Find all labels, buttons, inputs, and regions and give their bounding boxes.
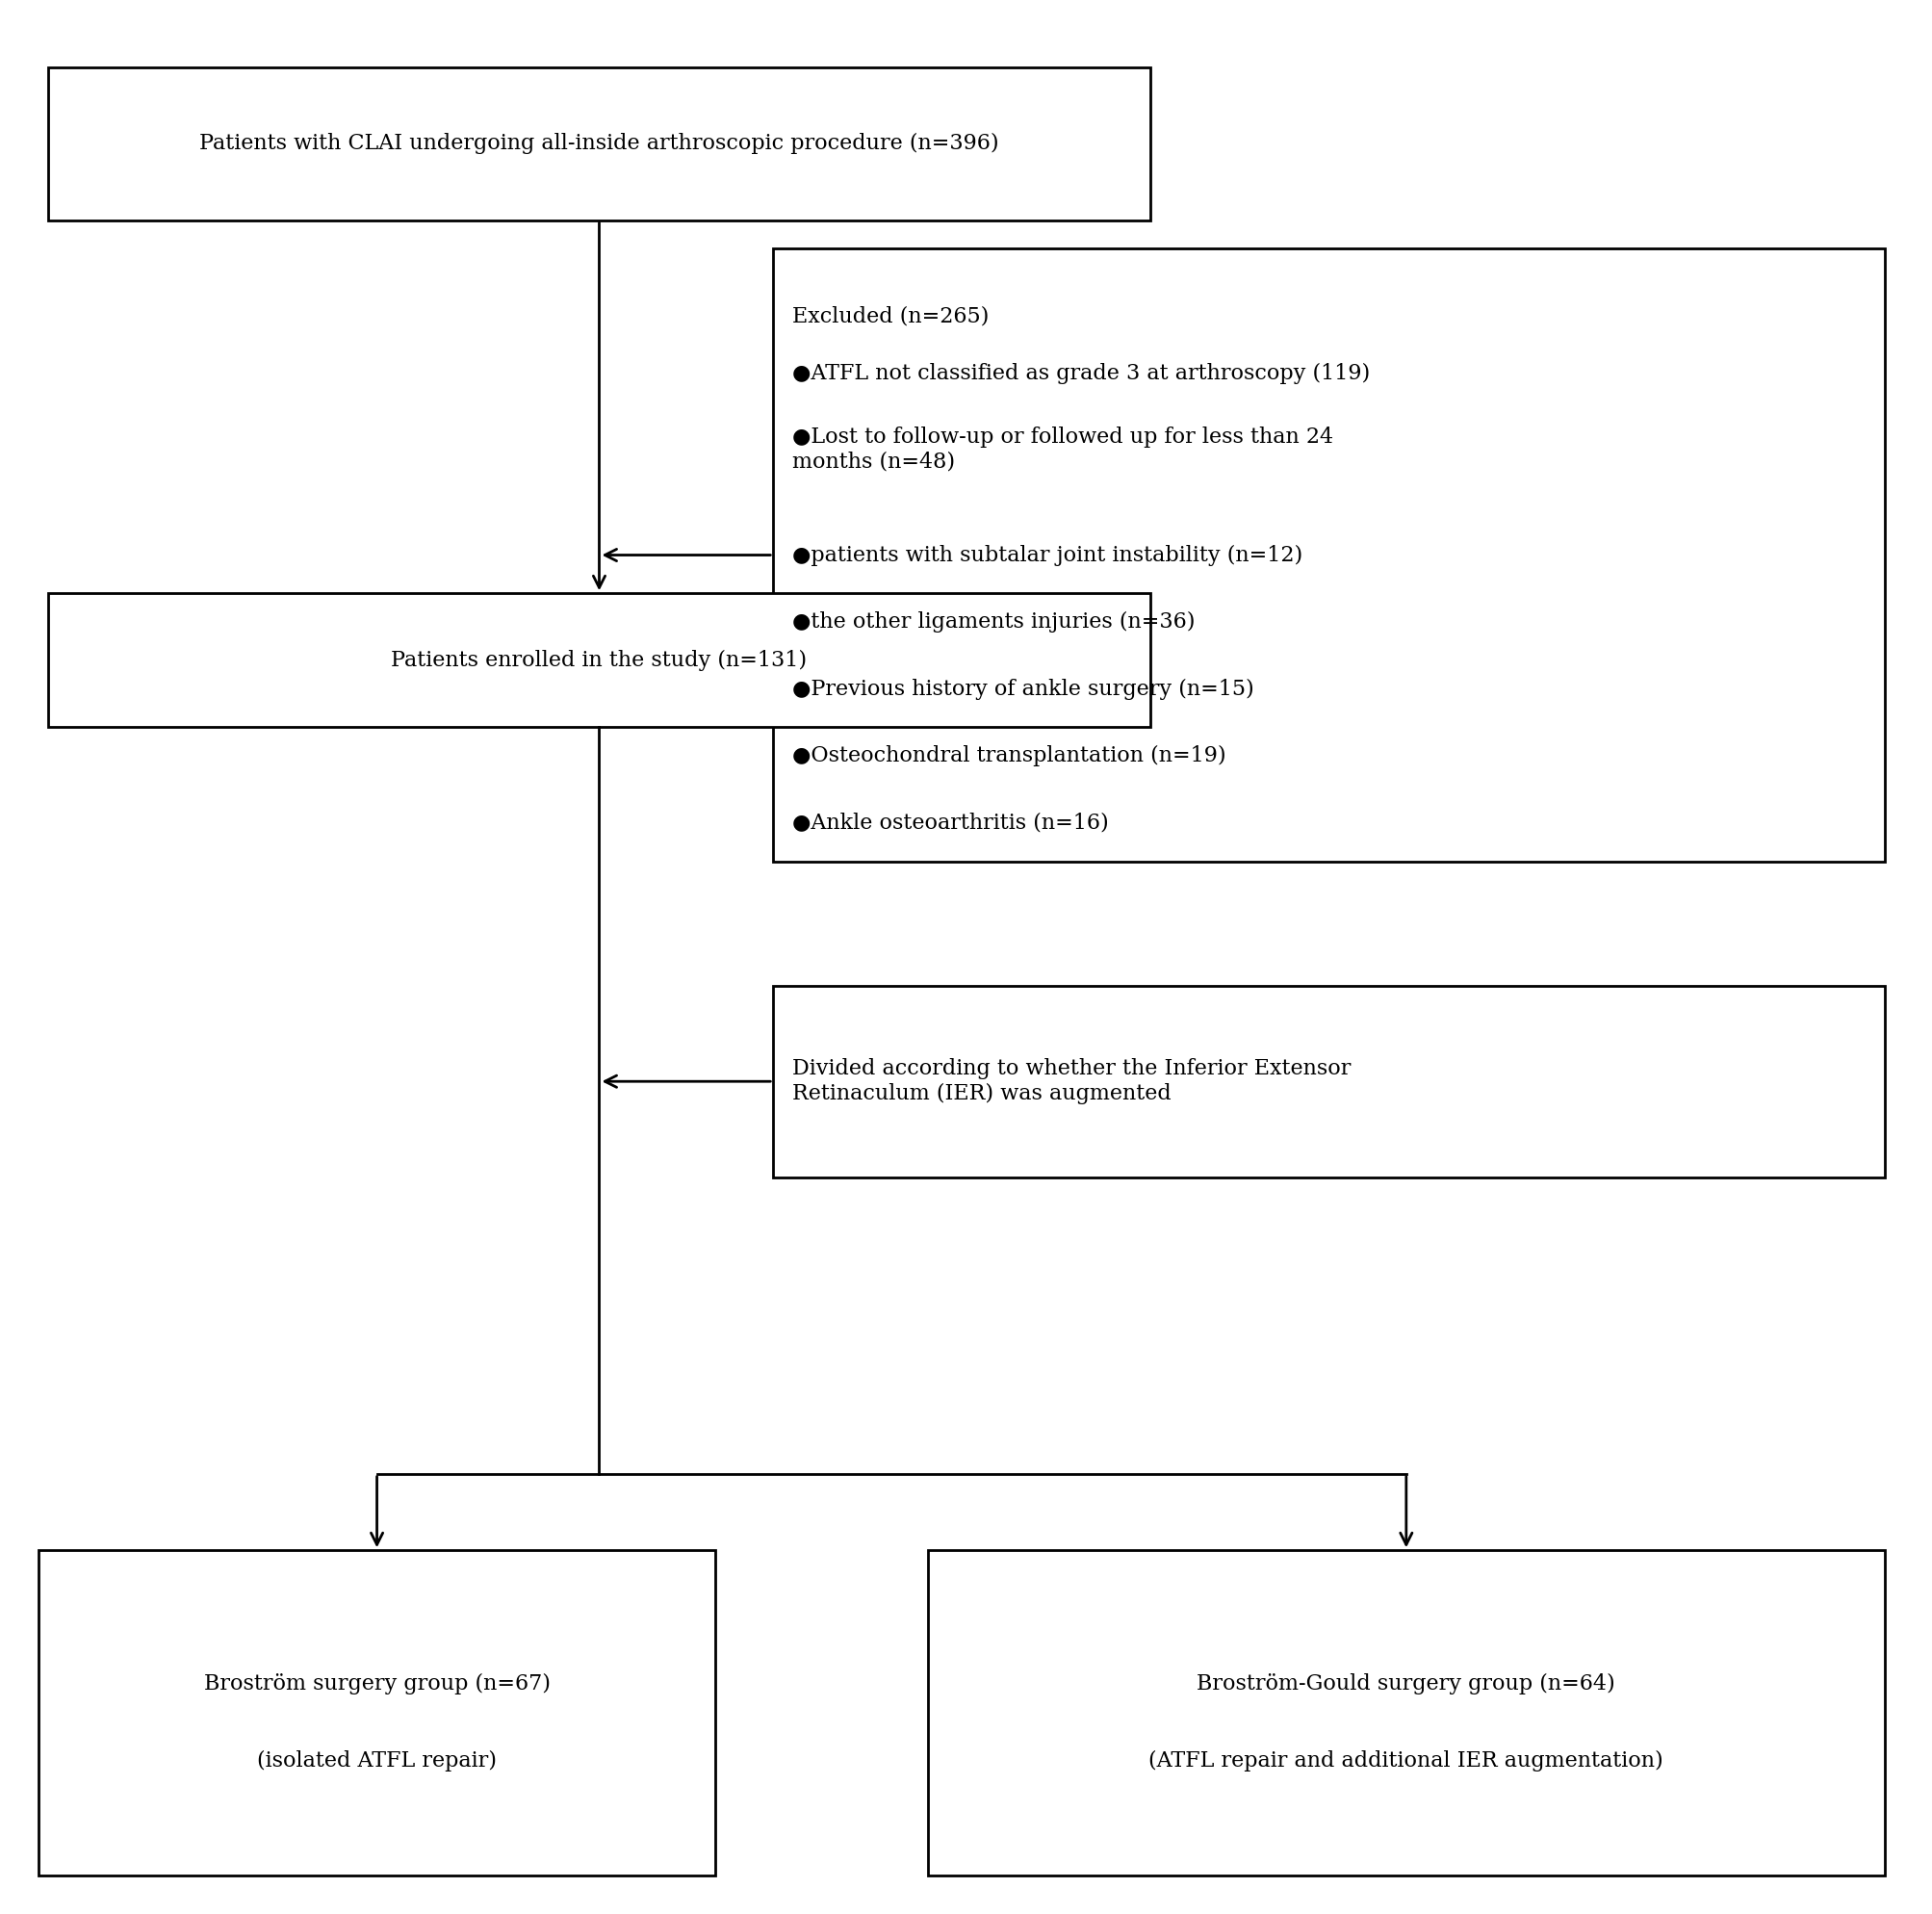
Text: (isolated ATFL repair): (isolated ATFL repair) [257,1749,497,1772]
Text: Broström surgery group (n=67): Broström surgery group (n=67) [203,1673,551,1696]
Text: Patients enrolled in the study (n=131): Patients enrolled in the study (n=131) [390,649,808,672]
Bar [773,986,1884,1177]
Bar [48,593,1150,727]
Bar [48,67,1150,220]
Text: Excluded (n=265): Excluded (n=265) [792,304,989,327]
Bar [39,1550,715,1876]
Text: ●patients with subtalar joint instability (n=12): ●patients with subtalar joint instabilit… [792,544,1302,567]
Text: ●ATFL not classified as grade 3 at arthroscopy (119): ●ATFL not classified as grade 3 at arthr… [792,362,1370,385]
Text: ●Ankle osteoarthritis (n=16): ●Ankle osteoarthritis (n=16) [792,812,1109,835]
Text: ●the other ligaments injuries (n=36): ●the other ligaments injuries (n=36) [792,611,1194,634]
Text: ●Previous history of ankle surgery (n=15): ●Previous history of ankle surgery (n=15… [792,678,1254,701]
Text: ●Osteochondral transplantation (n=19): ●Osteochondral transplantation (n=19) [792,745,1225,768]
Text: Patients with CLAI undergoing all-inside arthroscopic procedure (n=396): Patients with CLAI undergoing all-inside… [199,132,999,155]
Text: ●Lost to follow-up or followed up for less than 24
months (n=48): ●Lost to follow-up or followed up for le… [792,427,1333,473]
Bar [927,1550,1884,1876]
Text: Broström-Gould surgery group (n=64): Broström-Gould surgery group (n=64) [1196,1673,1615,1696]
Text: Divided according to whether the Inferior Extensor
Retinaculum (IER) was augment: Divided according to whether the Inferio… [792,1058,1350,1104]
Text: (ATFL repair and additional IER augmentation): (ATFL repair and additional IER augmenta… [1148,1749,1663,1772]
Bar [773,249,1884,861]
